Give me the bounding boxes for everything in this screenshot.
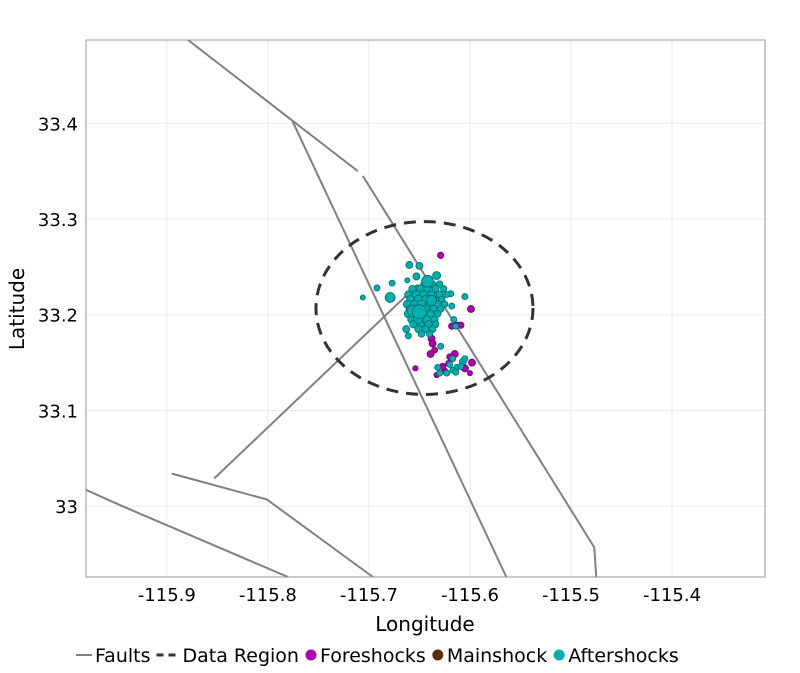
aftershock-point <box>441 300 449 308</box>
aftershock-point <box>452 368 460 376</box>
y-tick-label: 33 <box>55 497 78 518</box>
legend-item-faults: Faults <box>76 645 151 667</box>
aftershock-point <box>359 294 366 301</box>
plot-border <box>85 39 766 578</box>
aftershock-point <box>404 332 412 340</box>
aftershock-point <box>402 325 411 333</box>
fault-line <box>85 488 289 578</box>
aftershock-point <box>425 330 434 338</box>
aftershock-point <box>432 271 441 280</box>
legend-dot-icon <box>432 649 444 661</box>
x-tick-label: -115.7 <box>340 585 398 606</box>
data-region-layer <box>314 220 535 396</box>
x-tick-label: -115.4 <box>643 585 701 606</box>
fault-line <box>291 119 508 578</box>
aftershock-point <box>461 293 469 300</box>
legend-item-foreshocks: Foreshocks <box>305 645 426 667</box>
aftershock-point <box>412 272 421 281</box>
y-axis-title: Latitude <box>5 268 29 350</box>
fault-line <box>213 292 410 480</box>
aftershock-point <box>443 291 451 299</box>
foreshock-point <box>468 358 476 367</box>
y-tick-label: 33.1 <box>38 401 78 422</box>
aftershock-point <box>461 355 469 363</box>
x-tick-label: -115.6 <box>441 585 499 606</box>
aftershock-point <box>417 330 426 338</box>
aftershock-point <box>412 304 427 320</box>
gridlines <box>86 40 765 577</box>
foreshock-point <box>426 350 435 358</box>
aftershock-point <box>443 369 451 377</box>
aftershock-point <box>373 284 381 292</box>
foreshock-point <box>428 339 437 348</box>
x-axis-ticks: -115.9 -115.8 -115.7 -115.6 -115.5 -115.4 <box>138 585 701 606</box>
aftershock-point <box>384 292 396 303</box>
aftershock-point <box>434 363 442 371</box>
aftershock-point <box>404 277 411 284</box>
y-tick-label: 33.3 <box>38 210 78 231</box>
legend-label: Faults <box>95 645 151 667</box>
aftershock-point <box>450 316 458 323</box>
legend: Faults Data Region Foreshocks Mainshock Afte… <box>76 645 679 667</box>
y-tick-label: 33.4 <box>38 114 78 135</box>
legend-dot-icon <box>553 649 565 661</box>
aftershock-point <box>405 261 414 269</box>
aftershock-point <box>436 369 444 377</box>
aftershock-point <box>436 280 444 288</box>
aftershock-point <box>448 302 456 310</box>
aftershock-point <box>457 362 465 370</box>
aftershock-point <box>449 355 457 363</box>
aftershock-point <box>452 322 460 330</box>
x-axis-title: Longitude <box>375 612 474 636</box>
foreshock-point <box>437 251 445 259</box>
aftershock-point <box>426 295 437 306</box>
legend-item-data-region: Data Region <box>156 645 299 667</box>
y-tick-label: 33.2 <box>38 306 78 327</box>
foreshock-point <box>467 305 475 313</box>
legend-label: Aftershocks <box>568 645 679 667</box>
legend-label: Data Region <box>183 645 299 667</box>
legend-item-mainshock: Mainshock <box>432 645 547 667</box>
data-region-circle <box>314 220 535 396</box>
aftershock-point <box>437 342 445 350</box>
aftershock-point <box>415 262 424 270</box>
legend-label: Foreshocks <box>320 645 426 667</box>
legend-dot-icon <box>305 649 317 661</box>
aftershock-point <box>440 285 448 293</box>
points-layer <box>359 251 476 379</box>
aftershock-point <box>388 279 396 287</box>
x-tick-label: -115.5 <box>542 585 600 606</box>
foreshock-point <box>467 370 473 377</box>
foreshock-point <box>412 365 419 372</box>
y-axis-ticks: 33 33.1 33.2 33.3 33.4 <box>38 114 78 518</box>
x-tick-label: -115.8 <box>239 585 297 606</box>
legend-label: Mainshock <box>447 645 547 667</box>
aftershock-point <box>408 284 417 293</box>
aftershock-point <box>431 284 440 293</box>
aftershock-point <box>446 361 454 368</box>
aftershock-point <box>421 274 434 288</box>
x-tick-label: -115.9 <box>138 585 196 606</box>
legend-item-aftershocks: Aftershocks <box>553 645 679 667</box>
fault-line <box>171 472 374 578</box>
